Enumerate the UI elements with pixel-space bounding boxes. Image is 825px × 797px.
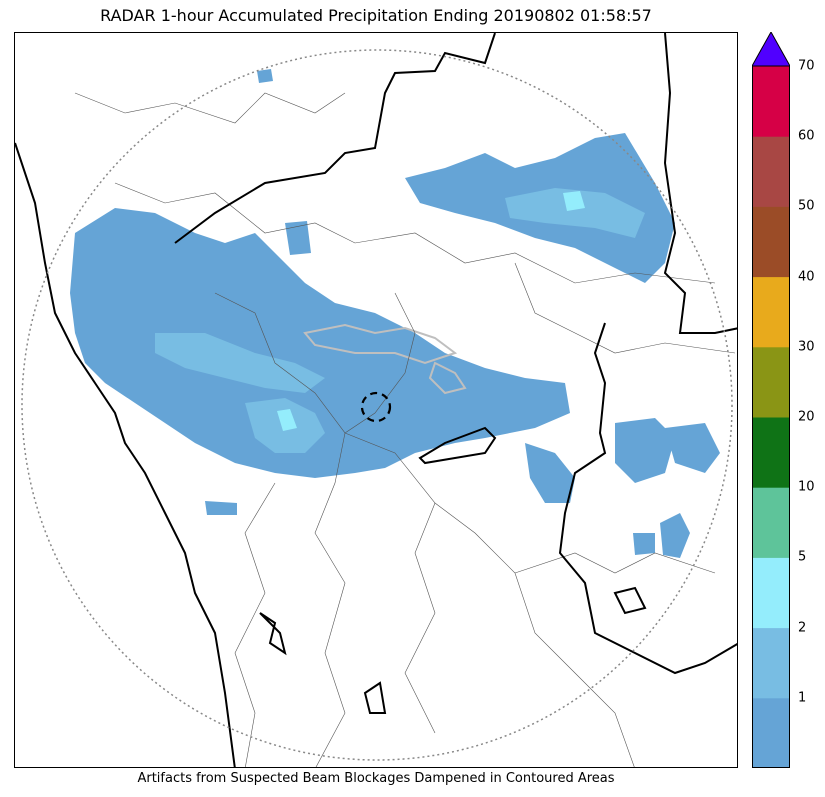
blockage-contours	[303, 323, 467, 395]
colorbar-tick-label: 20	[798, 409, 815, 425]
precip-area-center-cyan	[277, 409, 297, 431]
colorbar-tick-label: 60	[798, 128, 815, 144]
colorbar-segment	[752, 276, 790, 348]
colorbar-tick-label: 2	[798, 620, 807, 636]
precip-area-south-east-1	[525, 443, 575, 503]
precipitation-layer	[70, 69, 720, 558]
colorbar-segment	[752, 417, 790, 488]
radar-map-canvas	[15, 33, 737, 767]
district-borders	[74, 92, 736, 767]
colorbar-segment	[752, 346, 790, 418]
precip-area-west-small	[285, 221, 311, 255]
colorbar-segment	[752, 627, 790, 699]
colorbar-segment	[752, 136, 790, 207]
colorbar-segment	[752, 66, 790, 137]
colorbar-tick-label: 1	[798, 690, 807, 706]
precip-area-north-east-cyan	[563, 191, 585, 211]
precip-area-east-3	[660, 513, 690, 558]
precip-area-south-small	[205, 501, 237, 515]
radar-range-ring	[21, 49, 733, 761]
colorbar-tick-label: 50	[798, 198, 815, 214]
colorbar-tick-label: 70	[798, 58, 815, 74]
colorbar-canvas	[752, 32, 790, 768]
colorbar-segment	[752, 206, 790, 278]
precip-area-north-small	[257, 69, 273, 83]
colorbar-tick-label: 10	[798, 479, 815, 495]
radar-site-marker	[360, 391, 392, 423]
colorbar-tick-label: 40	[798, 269, 815, 285]
map-title: RADAR 1-hour Accumulated Precipitation E…	[100, 6, 652, 25]
radar-map	[14, 32, 738, 768]
colorbar-segment	[752, 487, 790, 558]
precip-area-west	[70, 208, 570, 478]
state-borders	[15, 33, 737, 767]
colorbar	[752, 32, 790, 768]
colorbar-tick-label: 5	[798, 549, 807, 565]
precip-area-east-2	[665, 423, 720, 473]
map-caption: Artifacts from Suspected Beam Blockages …	[137, 771, 615, 786]
precip-area-east-1	[615, 418, 675, 483]
colorbar-segment	[752, 697, 790, 768]
precip-area-east-4	[633, 533, 655, 555]
colorbar-segment	[752, 557, 790, 629]
colorbar-tick-label: 30	[798, 339, 815, 355]
precip-area-west-light	[155, 333, 325, 393]
colorbar-border	[752, 65, 790, 768]
colorbar-extend-triangle	[752, 32, 790, 67]
precip-area-north-east-light	[505, 188, 645, 238]
